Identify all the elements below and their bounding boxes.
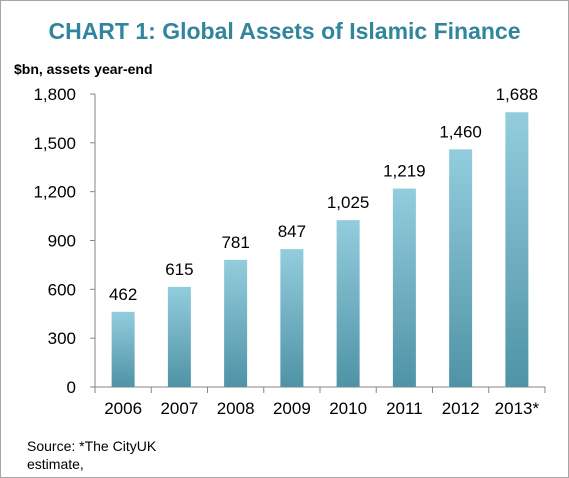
chart-title: CHART 1: Global Assets of Islamic Financ… bbox=[48, 18, 521, 44]
data-label: 1,688 bbox=[496, 85, 539, 104]
data-label: 781 bbox=[221, 233, 249, 252]
data-label: 615 bbox=[165, 260, 193, 279]
bar-2013 bbox=[505, 112, 529, 387]
x-tick-label: 2008 bbox=[217, 399, 255, 418]
data-label: 1,460 bbox=[439, 122, 482, 141]
y-tick-label: 600 bbox=[48, 280, 76, 299]
y-tick-label: 0 bbox=[67, 378, 76, 397]
x-tick-label: 2010 bbox=[329, 399, 367, 418]
y-tick-label: 300 bbox=[48, 329, 76, 348]
y-axis-unit-label: $bn, assets year-end bbox=[14, 61, 153, 77]
bar-2011 bbox=[392, 188, 416, 387]
bar-2008 bbox=[224, 259, 248, 387]
y-tick-label: 900 bbox=[48, 232, 76, 251]
data-label: 1,219 bbox=[383, 162, 426, 181]
y-tick-label: 1,500 bbox=[33, 134, 76, 153]
bar-2010 bbox=[336, 220, 360, 387]
x-tick-label: 2007 bbox=[160, 399, 198, 418]
source-line-2: estimate, bbox=[27, 456, 84, 472]
source-note: Source: *The CityUK estimate, bbox=[27, 437, 156, 473]
bar-2006 bbox=[111, 311, 135, 387]
data-label: 1,025 bbox=[327, 193, 370, 212]
bar-2012 bbox=[449, 149, 473, 387]
x-tick-label: 2012 bbox=[442, 399, 480, 418]
y-tick-label: 1,800 bbox=[33, 85, 76, 104]
y-tick-label: 1,200 bbox=[33, 183, 76, 202]
x-tick-label: 2011 bbox=[386, 399, 423, 418]
data-label: 847 bbox=[278, 222, 306, 241]
bar-2009 bbox=[280, 249, 304, 387]
bar-2007 bbox=[167, 286, 191, 387]
x-tick-label: 2013* bbox=[495, 399, 540, 418]
source-line-1: Source: *The CityUK bbox=[27, 438, 157, 454]
data-label: 462 bbox=[109, 285, 137, 304]
x-tick-label: 2006 bbox=[104, 399, 142, 418]
x-tick-label: 2009 bbox=[273, 399, 311, 418]
